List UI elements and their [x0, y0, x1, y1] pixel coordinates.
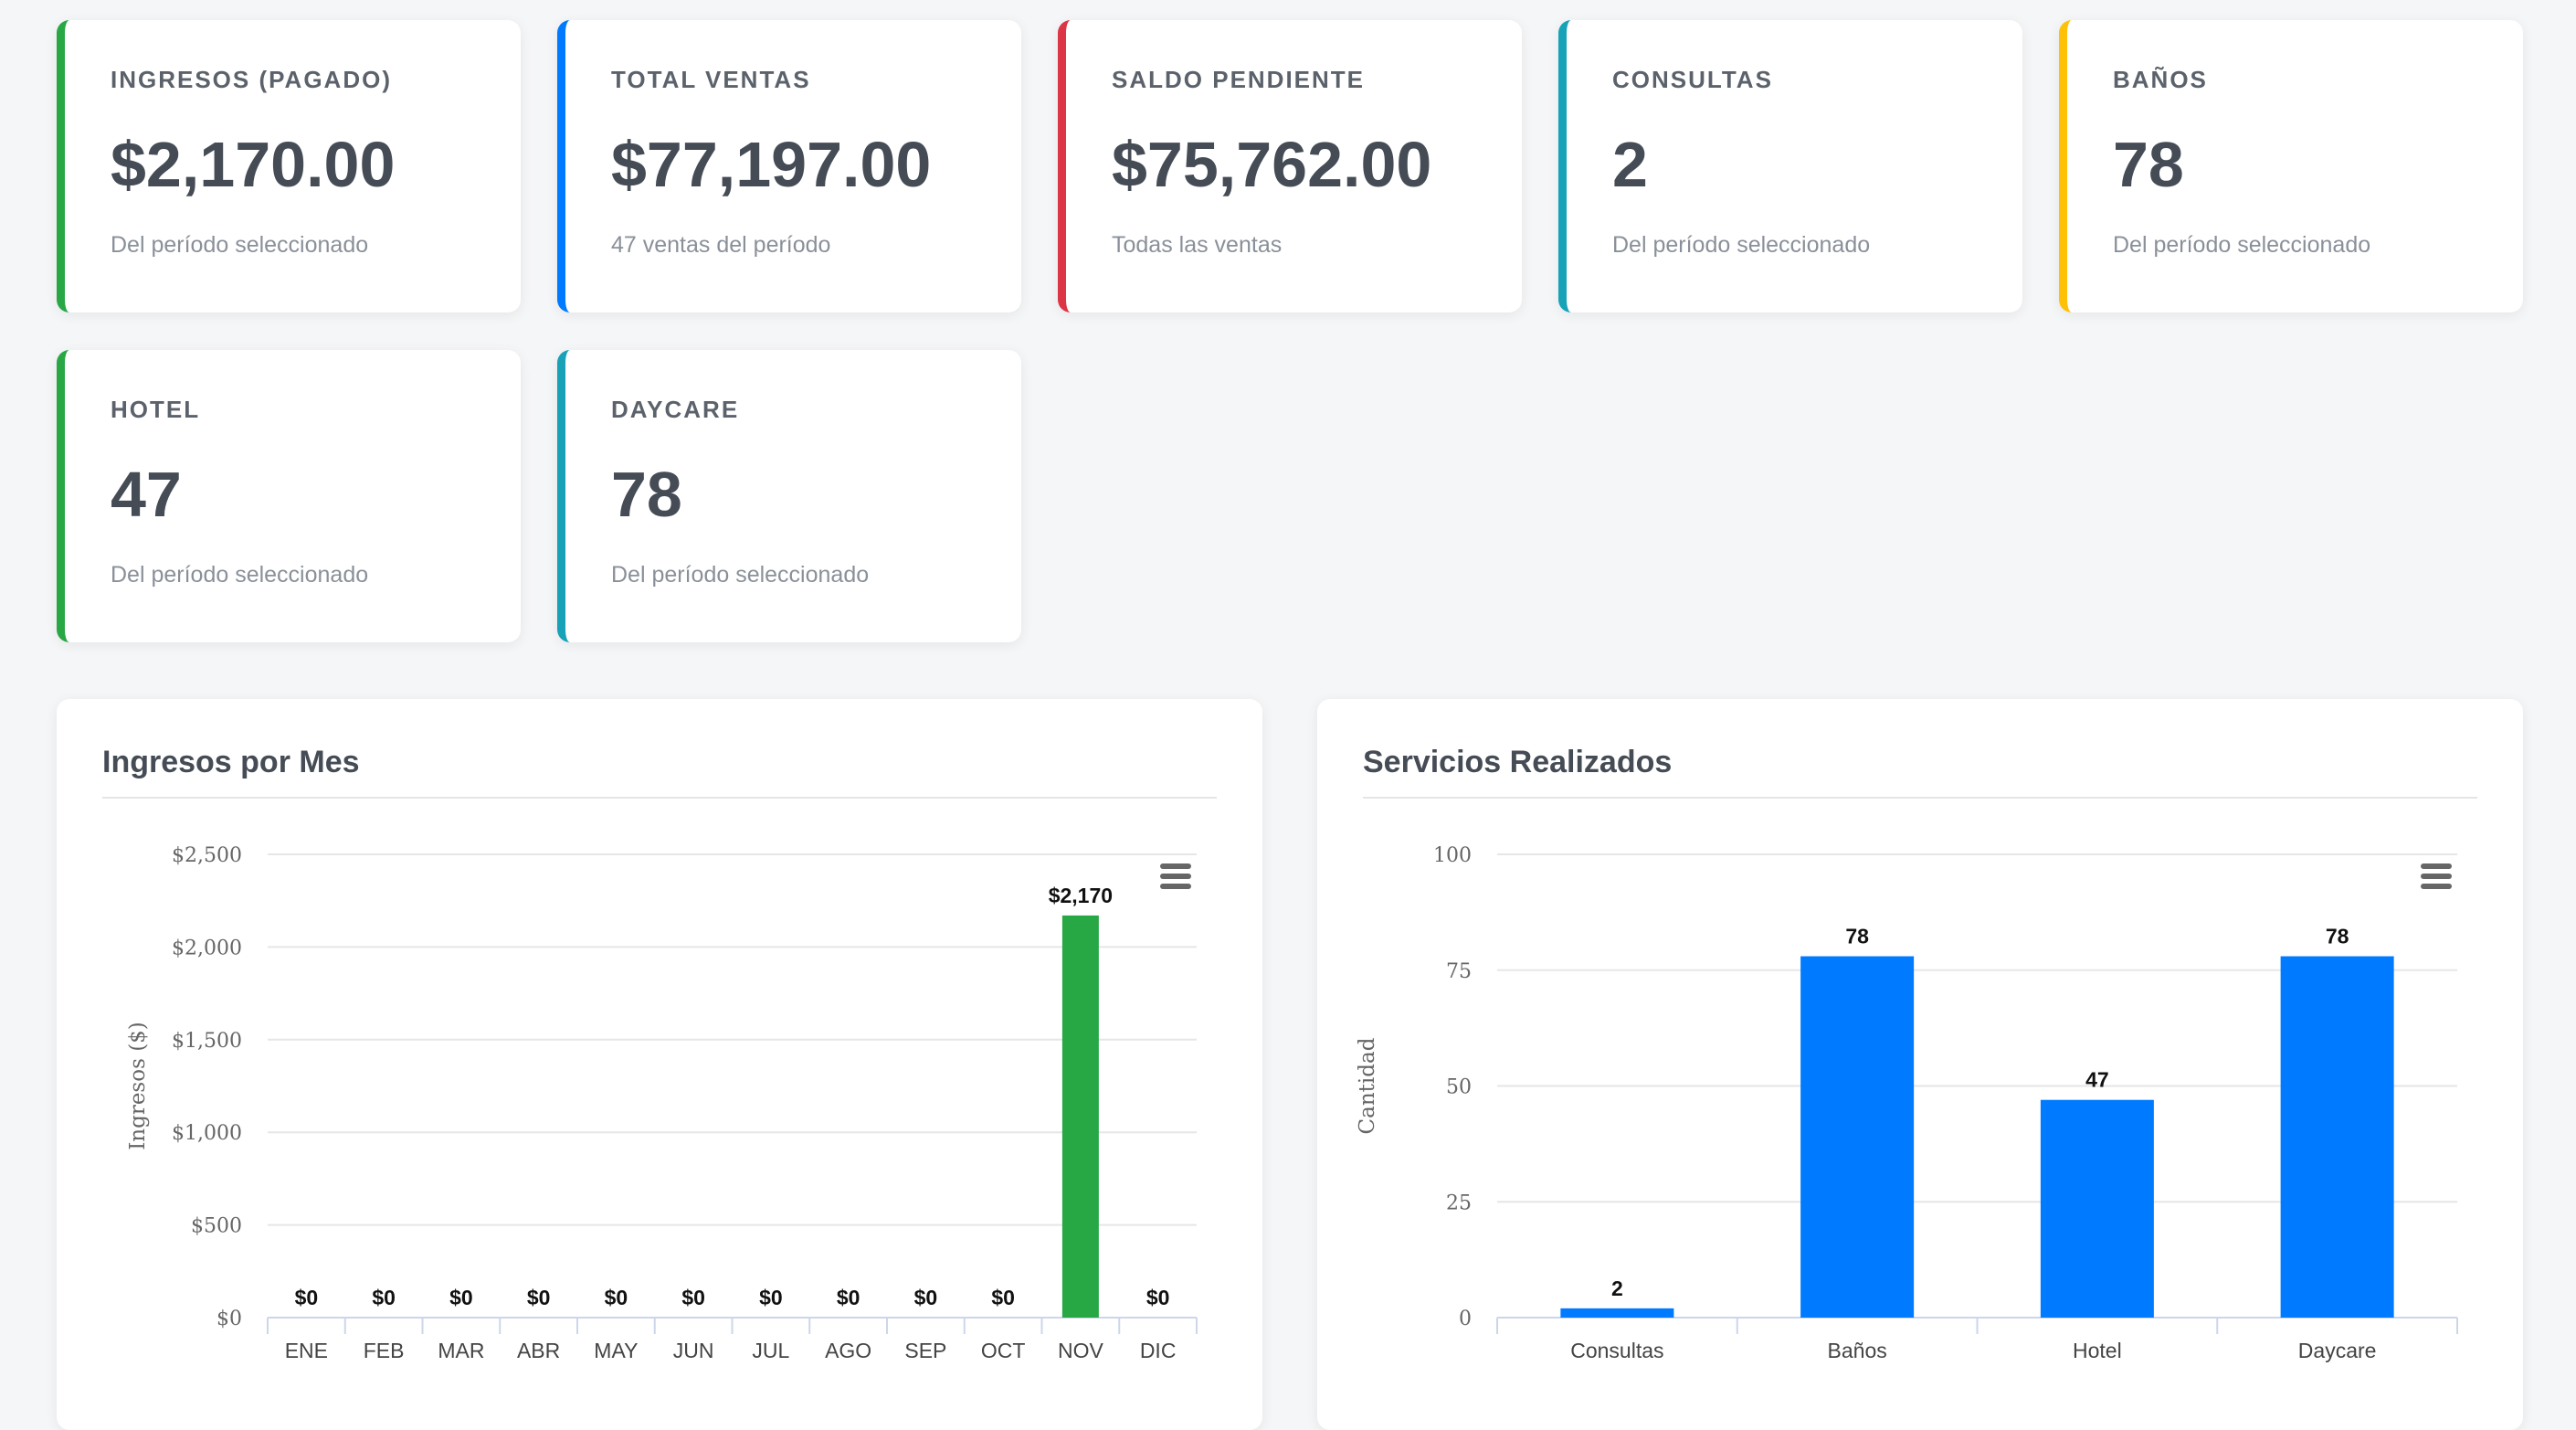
y-tick-label: $2,500	[172, 844, 242, 867]
income-chart-panel: Ingresos por Mes $0 $500 $1,000 $1,500 $2,00…	[57, 699, 1262, 1430]
y-tick-label: $500	[191, 1215, 242, 1238]
stat-card-subtitle: Del período seleccionado	[611, 562, 870, 588]
data-label: $0	[681, 1286, 705, 1309]
income-chart-title: Ingresos por Mes	[102, 745, 360, 779]
stat-card-value: 78	[2113, 129, 2184, 200]
y-tick-label: $1,000	[172, 1122, 242, 1145]
stat-card-subtitle: Del período seleccionado	[111, 232, 369, 258]
data-label: $0	[837, 1286, 860, 1309]
stat-card-label: BAÑOS	[2113, 66, 2208, 93]
income-chart: $0 $500 $1,000 $1,500 $2,000 $2,500 $0 ENE $0 FEB…	[126, 844, 1198, 1362]
x-tick-label: JUL	[752, 1339, 789, 1362]
stat-card-saldo-pendiente: SALDO PENDIENTE $75,762.00 Todas las venta…	[1058, 20, 1522, 312]
stat-card-value: 47	[111, 459, 182, 530]
data-label: $0	[991, 1286, 1015, 1309]
divider	[102, 797, 1217, 799]
stat-card-label: INGRESOS (PAGADO)	[111, 66, 392, 93]
stat-card-subtitle: Del período seleccionado	[111, 562, 369, 588]
x-tick-label: Consultas	[1570, 1339, 1663, 1362]
hamburger-menu-icon[interactable]	[1160, 863, 1191, 889]
bar-nov	[1061, 915, 1099, 1318]
stat-card-value: $77,197.00	[611, 129, 932, 200]
x-tick-label: Hotel	[2073, 1339, 2122, 1362]
stat-card-daycare: DAYCARE 78 Del período seleccionado	[557, 350, 1021, 642]
x-tick-label: MAR	[438, 1339, 484, 1362]
y-axis-title: Cantidad	[1356, 1037, 1379, 1134]
stat-card-value: 2	[1612, 129, 1648, 200]
x-tick-label: SEP	[904, 1339, 946, 1362]
data-label: $0	[372, 1286, 396, 1309]
y-tick-label: $0	[216, 1308, 242, 1330]
x-tick-label: FEB	[364, 1339, 405, 1362]
bar-baños	[1800, 956, 1915, 1318]
stat-card-subtitle: Del período seleccionado	[2113, 232, 2371, 258]
x-tick-label: MAY	[594, 1339, 638, 1362]
stat-card-total-ventas: TOTAL VENTAS $77,197.00 47 ventas del perí…	[557, 20, 1021, 312]
x-tick-label: Daycare	[2298, 1339, 2377, 1362]
data-label: $2,170	[1049, 884, 1113, 907]
stat-card-label: SALDO PENDIENTE	[1112, 66, 1366, 93]
x-tick-label: NOV	[1058, 1339, 1104, 1362]
hamburger-menu-icon[interactable]	[2421, 863, 2452, 889]
x-tick-label: AGO	[825, 1339, 871, 1362]
y-tick-label: $1,500	[172, 1030, 242, 1053]
bar-consultas	[1560, 1308, 1674, 1318]
data-label: $0	[449, 1286, 473, 1309]
data-label: 47	[2085, 1068, 2109, 1092]
y-tick-label: 75	[1446, 960, 1472, 983]
y-axis-title: Ingresos ($)	[126, 1022, 150, 1150]
y-tick-label: 0	[1459, 1308, 1472, 1330]
services-chart: 0 25 50 75 100 2 Consultas 78 Baños 47 Hotel 78 Dayc…	[1356, 844, 2458, 1362]
x-tick-label: ABR	[517, 1339, 560, 1362]
x-tick-label: OCT	[981, 1339, 1026, 1362]
x-tick-label: DIC	[1140, 1339, 1177, 1362]
stat-card-ingresos-pagado: INGRESOS (PAGADO) $2,170.00 Del período se…	[57, 20, 521, 312]
services-chart-panel: Servicios Realizados 0 25 50 75 100 2 Consulta…	[1317, 699, 2523, 1430]
data-label: $0	[914, 1286, 938, 1309]
stat-card-label: HOTEL	[111, 396, 201, 423]
data-label: $0	[759, 1286, 783, 1309]
stat-card-consultas: CONSULTAS 2 Del período seleccionado	[1558, 20, 2022, 312]
stat-card-subtitle: 47 ventas del período	[611, 232, 831, 258]
divider	[1363, 797, 2477, 799]
services-chart-title: Servicios Realizados	[1363, 745, 1673, 779]
data-label: 78	[1845, 925, 1869, 948]
x-tick-label: Baños	[1828, 1339, 1887, 1362]
data-label: 78	[2326, 925, 2349, 948]
stat-card-label: DAYCARE	[611, 396, 740, 423]
data-label: $0	[527, 1286, 551, 1309]
stat-card-value: $2,170.00	[111, 129, 396, 200]
data-label: $0	[295, 1286, 319, 1309]
data-label: 2	[1611, 1276, 1623, 1300]
y-tick-label: $2,000	[172, 937, 242, 959]
x-tick-label: ENE	[285, 1339, 328, 1362]
stat-card-hotel: HOTEL 47 Del período seleccionado	[57, 350, 521, 642]
stat-card-label: TOTAL VENTAS	[611, 66, 811, 93]
data-label: $0	[1146, 1286, 1170, 1309]
y-tick-label: 25	[1446, 1192, 1472, 1214]
stat-card-subtitle: Del período seleccionado	[1612, 232, 1871, 258]
bar-hotel	[2040, 1099, 2154, 1318]
stat-card-value: $75,762.00	[1112, 129, 1432, 200]
x-tick-label: JUN	[673, 1339, 714, 1362]
y-tick-label: 100	[1433, 844, 1472, 867]
data-label: $0	[605, 1286, 628, 1309]
y-tick-label: 50	[1446, 1076, 1472, 1099]
stat-card-value: 78	[611, 459, 682, 530]
stat-card-label: CONSULTAS	[1612, 66, 1773, 93]
bar-daycare	[2280, 956, 2394, 1318]
stat-card-baños: BAÑOS 78 Del período seleccionado	[2059, 20, 2523, 312]
stat-card-subtitle: Todas las ventas	[1112, 232, 1283, 258]
